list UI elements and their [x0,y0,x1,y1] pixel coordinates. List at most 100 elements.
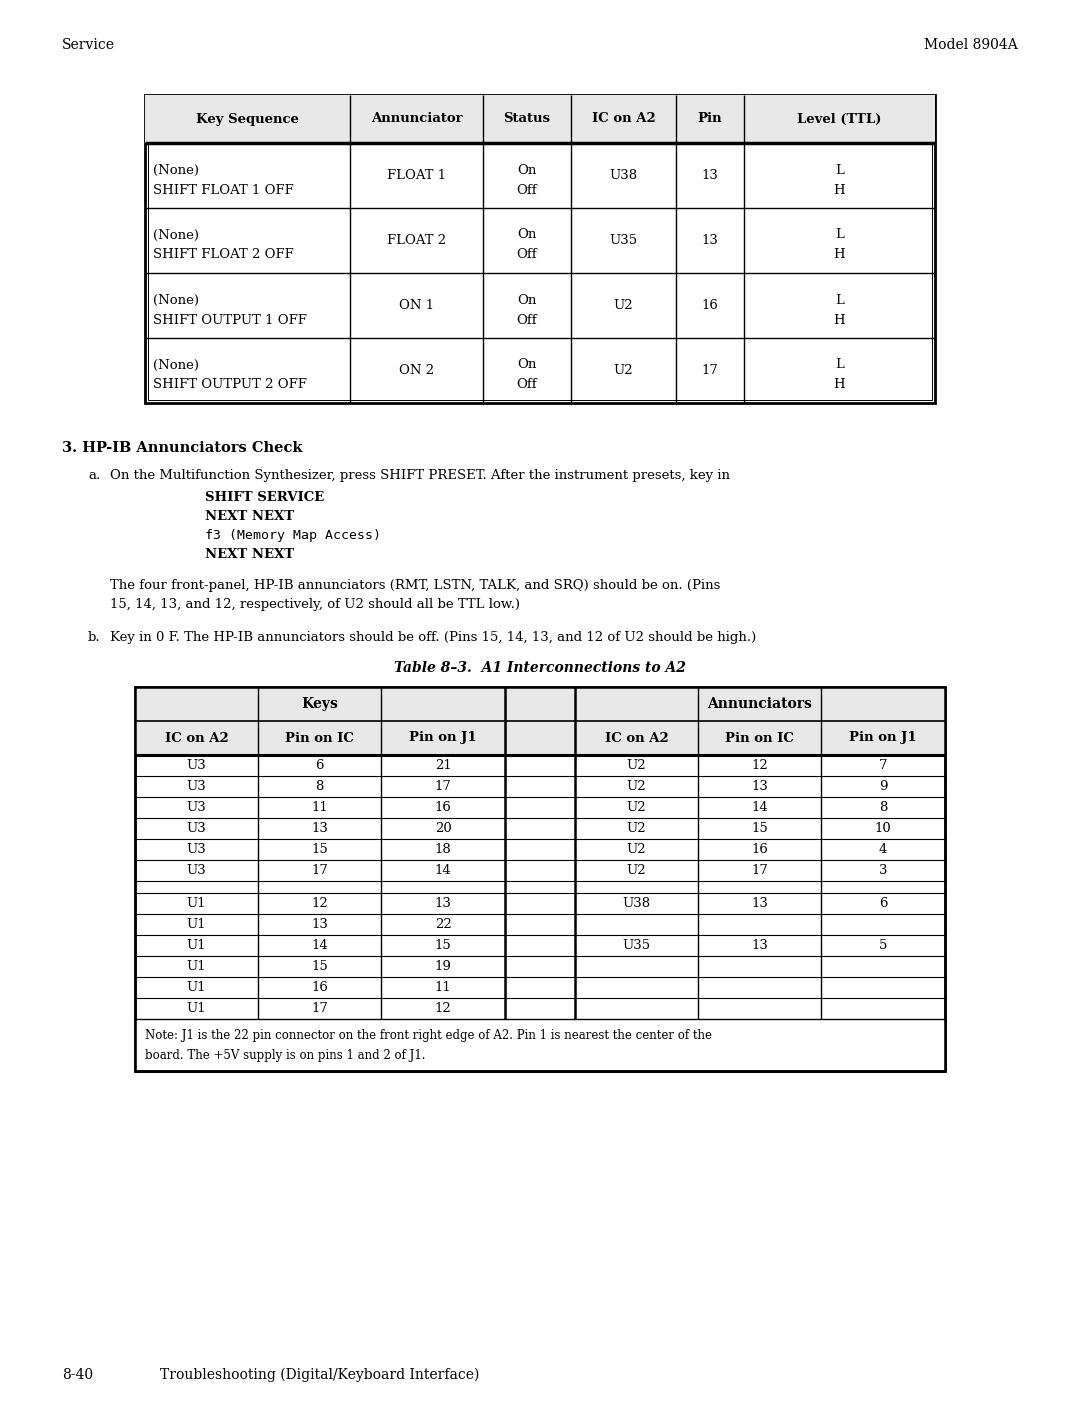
Text: 13: 13 [751,938,768,953]
Text: SHIFT FLOAT 1 OFF: SHIFT FLOAT 1 OFF [153,183,294,197]
Text: 17: 17 [311,864,328,877]
Text: 22: 22 [434,917,451,931]
Text: (None): (None) [153,228,199,242]
Bar [145,96,935,402]
Text: FLOAT 2: FLOAT 2 [387,234,446,248]
Text: Off: Off [516,249,538,262]
Text: On the Multifunction Synthesizer, press SHIFT PRESET. After the instrument prese: On the Multifunction Synthesizer, press … [110,469,730,483]
Text: U2: U2 [626,801,646,815]
Text: 5: 5 [879,938,887,953]
Text: ON 2: ON 2 [399,364,434,377]
Text: 13: 13 [311,822,328,834]
Bar [135,1019,945,1071]
Text: L: L [835,294,843,307]
Text: 7: 7 [879,758,888,772]
Text: Pin on IC: Pin on IC [285,732,354,744]
Text: 3: 3 [879,864,888,877]
Text: U2: U2 [613,300,633,312]
Text: 13: 13 [751,898,768,910]
Text: 13: 13 [702,169,718,182]
Bar [135,687,945,1071]
Text: U2: U2 [626,758,646,772]
Text: (None): (None) [153,163,199,176]
Text: Pin on IC: Pin on IC [725,732,794,744]
Text: U3: U3 [187,779,206,794]
Text: 16: 16 [751,843,768,855]
Text: Table 8–3.  A1 Interconnections to A2: Table 8–3. A1 Interconnections to A2 [394,661,686,675]
Bar [135,687,945,720]
Text: 15: 15 [311,843,328,855]
Text: U1: U1 [187,917,206,931]
Text: Off: Off [516,378,538,391]
Text: IC on A2: IC on A2 [605,732,669,744]
Text: H: H [834,249,846,262]
Text: U2: U2 [626,822,646,834]
Text: 18: 18 [434,843,451,855]
Text: 12: 12 [434,1002,451,1014]
Text: board. The +5V supply is on pins 1 and 2 of J1.: board. The +5V supply is on pins 1 and 2… [145,1050,426,1062]
Text: U2: U2 [626,864,646,877]
Text: 16: 16 [434,801,451,815]
Text: On: On [517,359,537,371]
Text: f3 (Memory Map Access): f3 (Memory Map Access) [205,529,381,542]
Text: IC on A2: IC on A2 [164,732,228,744]
Text: U3: U3 [187,758,206,772]
Text: SHIFT FLOAT 2 OFF: SHIFT FLOAT 2 OFF [153,249,294,262]
Text: 6: 6 [879,898,888,910]
Text: U38: U38 [609,169,637,182]
Text: SHIFT SERVICE: SHIFT SERVICE [205,491,324,504]
Text: 11: 11 [434,981,451,993]
Text: U2: U2 [626,779,646,794]
Text: U2: U2 [626,843,646,855]
Text: U1: U1 [187,981,206,993]
Text: L: L [835,359,843,371]
Text: U3: U3 [187,801,206,815]
Text: Note: J1 is the 22 pin connector on the front right edge of A2. Pin 1 is nearest: Note: J1 is the 22 pin connector on the … [145,1029,712,1043]
Text: 21: 21 [434,758,451,772]
Text: 12: 12 [751,758,768,772]
Text: 9: 9 [879,779,888,794]
Text: H: H [834,378,846,391]
Text: H: H [834,314,846,326]
Text: The four front-panel, HP-IB annunciators (RMT, LSTN, TALK, and SRQ) should be on: The four front-panel, HP-IB annunciators… [110,580,720,592]
Text: 15, 14, 13, and 12, respectively, of U2 should all be TTL low.): 15, 14, 13, and 12, respectively, of U2 … [110,598,519,611]
Text: Pin: Pin [698,113,723,125]
Text: U3: U3 [187,822,206,834]
Text: NEXT NEXT: NEXT NEXT [205,547,294,561]
Text: 17: 17 [702,364,718,377]
Bar [148,98,932,400]
Text: Off: Off [516,314,538,326]
Text: 19: 19 [434,960,451,974]
Bar [135,687,945,720]
Text: 17: 17 [751,864,768,877]
Text: 8-40: 8-40 [62,1368,93,1382]
Bar [135,687,945,1071]
Text: U3: U3 [187,843,206,855]
Text: U1: U1 [187,898,206,910]
Text: SHIFT OUTPUT 2 OFF: SHIFT OUTPUT 2 OFF [153,378,307,391]
Text: 11: 11 [311,801,328,815]
Text: 13: 13 [434,898,451,910]
Text: 16: 16 [702,300,718,312]
Text: NEXT NEXT: NEXT NEXT [205,509,294,523]
Text: 17: 17 [434,779,451,794]
Text: U1: U1 [187,1002,206,1014]
Text: Key Sequence: Key Sequence [197,113,299,125]
Text: On: On [517,294,537,307]
Text: Model 8904A: Model 8904A [924,38,1018,52]
Text: H: H [834,183,846,197]
Text: 16: 16 [311,981,328,993]
Text: 10: 10 [875,822,891,834]
Text: On: On [517,163,537,176]
Text: 12: 12 [311,898,328,910]
Text: 3. HP-IB Annunciators Check: 3. HP-IB Annunciators Check [62,440,302,454]
Text: L: L [835,163,843,176]
Text: 13: 13 [751,779,768,794]
Text: 17: 17 [311,1002,328,1014]
Text: (None): (None) [153,359,199,371]
Text: 13: 13 [702,234,718,248]
Text: IC on A2: IC on A2 [592,113,656,125]
Text: U38: U38 [622,898,650,910]
Text: Keys: Keys [301,696,338,711]
Text: 15: 15 [751,822,768,834]
